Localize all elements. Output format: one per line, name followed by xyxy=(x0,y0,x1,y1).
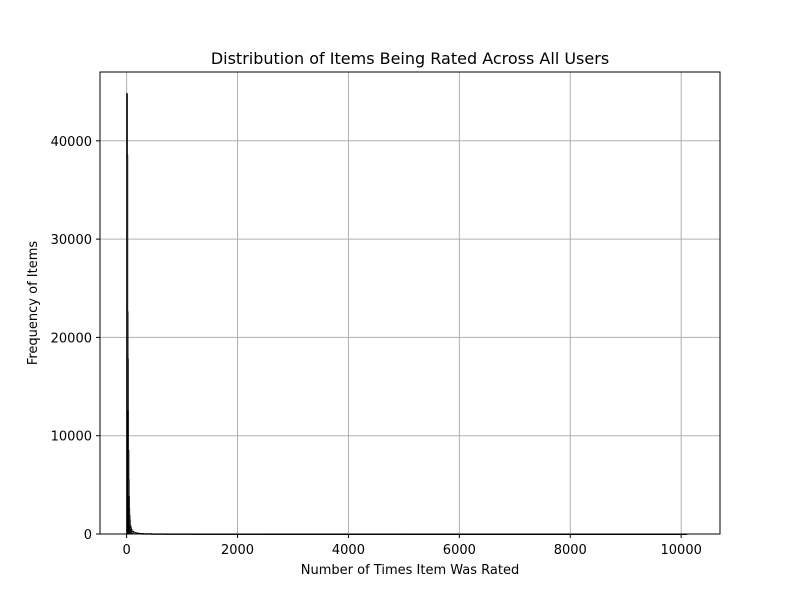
y-tick-label: 20000 xyxy=(51,331,92,346)
y-axis-ticks: 0 10000 20000 30000 40000 xyxy=(51,135,100,543)
x-tick-label: 8000 xyxy=(554,543,587,558)
y-tick-label: 30000 xyxy=(51,233,92,248)
y-axis-label: Frequency of Items xyxy=(26,241,41,366)
x-tick-label: 10000 xyxy=(661,543,702,558)
y-tick-label: 10000 xyxy=(51,430,92,445)
x-axis-label: Number of Times Item Was Rated xyxy=(301,563,519,578)
chart-title: Distribution of Items Being Rated Across… xyxy=(211,49,609,68)
y-tick-label: 0 xyxy=(84,528,92,543)
x-tick-label: 0 xyxy=(122,543,130,558)
x-tick-label: 6000 xyxy=(443,543,476,558)
x-tick-label: 4000 xyxy=(332,543,365,558)
x-axis-ticks: 0 2000 4000 6000 8000 10000 xyxy=(122,534,702,558)
plot-area-frame xyxy=(99,71,721,535)
y-tick-label: 40000 xyxy=(51,135,92,150)
x-tick-label: 2000 xyxy=(221,543,254,558)
